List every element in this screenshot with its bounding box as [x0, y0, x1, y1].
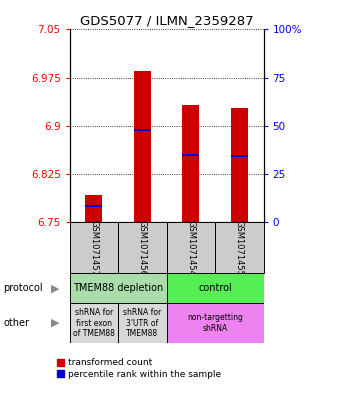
Bar — [118, 222, 167, 273]
Bar — [167, 222, 215, 273]
Text: ▶: ▶ — [51, 318, 60, 328]
Bar — [134, 129, 151, 131]
Text: control: control — [198, 283, 232, 293]
Bar — [167, 303, 264, 343]
Text: GSM1071457: GSM1071457 — [89, 220, 98, 275]
Text: shRNA for
first exon
of TMEM88: shRNA for first exon of TMEM88 — [73, 308, 115, 338]
Bar — [85, 205, 102, 207]
Bar — [167, 273, 264, 303]
Bar — [231, 108, 248, 222]
Text: protocol: protocol — [3, 283, 43, 293]
Legend: transformed count, percentile rank within the sample: transformed count, percentile rank withi… — [57, 358, 221, 379]
Bar — [215, 222, 264, 273]
Bar — [118, 303, 167, 343]
Text: ▶: ▶ — [51, 283, 60, 293]
Bar — [70, 273, 167, 303]
Title: GDS5077 / ILMN_2359287: GDS5077 / ILMN_2359287 — [80, 14, 253, 27]
Text: GSM1071454: GSM1071454 — [186, 220, 195, 275]
Text: GSM1071455: GSM1071455 — [235, 220, 244, 275]
Text: TMEM88 depletion: TMEM88 depletion — [73, 283, 163, 293]
Text: shRNA for
3'UTR of
TMEM88: shRNA for 3'UTR of TMEM88 — [123, 308, 162, 338]
Bar — [70, 303, 118, 343]
Bar — [182, 154, 199, 156]
Text: GSM1071456: GSM1071456 — [138, 220, 147, 275]
Text: other: other — [3, 318, 29, 328]
Bar — [182, 105, 199, 222]
Bar — [70, 222, 118, 273]
Text: non-targetting
shRNA: non-targetting shRNA — [187, 313, 243, 333]
Bar — [85, 195, 102, 222]
Bar — [134, 71, 151, 222]
Bar — [231, 155, 248, 157]
